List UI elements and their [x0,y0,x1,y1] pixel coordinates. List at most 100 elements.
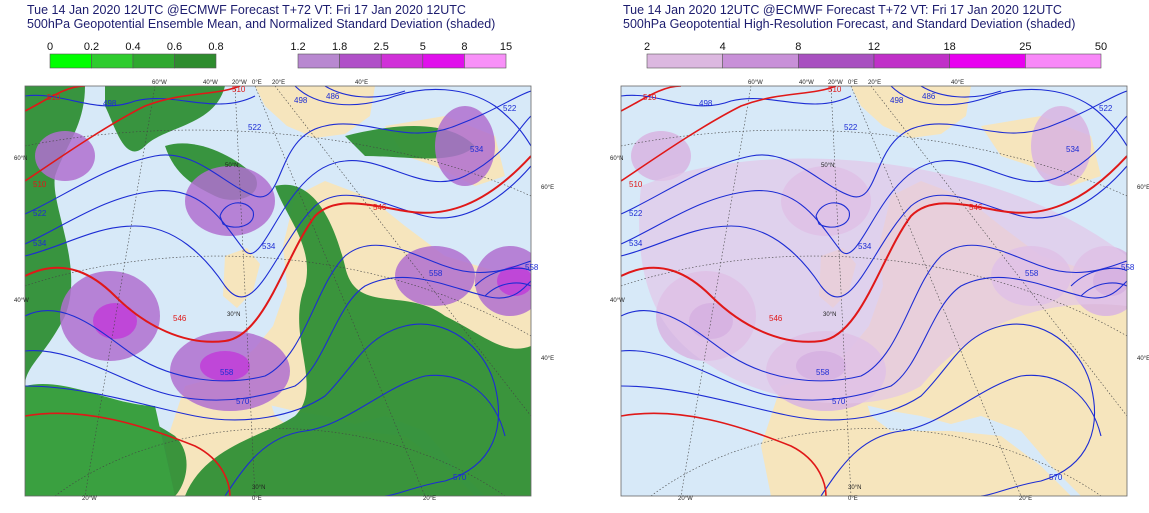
grid-label: 0°E [848,80,858,86]
contour-label: 522 [1099,104,1113,113]
contour-label: 498 [890,96,904,105]
grid-label: 20°W [828,80,843,86]
map-frame [620,85,1128,497]
contour-label: 522 [844,123,858,132]
contour-label: 570 [832,397,846,406]
legend-label: 25 [1019,41,1031,53]
grid-label: 40°E [951,80,964,86]
legend-label: 8 [461,41,467,53]
panel-title: Tue 14 Jan 2020 12UTC @ECMWF Forecast T+… [27,3,466,17]
grid-label: 60°N [610,156,623,162]
contour-label: 570 [1049,473,1063,482]
legend-label: 0 [47,41,53,53]
grid-label: 30°N [848,485,861,491]
grid-label: 20°E [272,80,285,86]
contour-label: 534 [629,239,643,248]
grid-label: 50°N [821,163,834,169]
grid-label: 40°W [799,80,814,86]
grid-label: 30°N [252,485,265,491]
grid-label: 60°E [541,185,554,191]
legend-swatch [174,53,217,69]
legend-label: 12 [868,41,880,53]
contour-label: 510 [47,93,61,102]
grid-label: 0°E [252,80,262,86]
legend-swatch [91,53,134,69]
grid-label: 60°N [14,156,27,162]
contour-label: 558 [1025,269,1039,278]
legend-swatch [722,53,799,69]
contour-label: 534 [33,239,47,248]
legend-label: 0.2 [84,41,99,53]
grid-label: 40°E [541,356,554,362]
low-spread-area [185,184,531,496]
spread-area [435,106,495,186]
contour-label: 522 [629,209,643,218]
legend-swatch [297,53,340,69]
contour-label: 498 [294,96,308,105]
legend-swatch [339,53,382,69]
contour-label: 498 [699,99,713,108]
contour-label: 510 [643,93,657,102]
grid-label: 20°E [423,496,436,502]
contour-label: 546 [769,314,783,323]
contour-label: 558 [220,368,234,377]
contour-label: 534 [470,145,484,154]
legend-label: 50 [1095,41,1107,53]
grid-label: 0°E [252,496,262,502]
contour-label: 546 [373,203,387,212]
spread-area [639,158,1127,404]
spread-area [185,166,275,236]
grid-label: 20°W [232,80,247,86]
contour-label: 558 [1121,263,1135,272]
contour-label: 558 [816,368,830,377]
legend-swatch [422,53,465,69]
spread-area [1031,106,1091,186]
legend-swatch [646,53,723,69]
grid-label: 60°W [748,80,763,86]
contour-label: 570 [453,473,467,482]
contour-label: 498 [103,99,117,108]
map [25,86,531,496]
contour-label: 522 [248,123,262,132]
legend-label: 2.5 [374,41,389,53]
grid-label: 20°E [868,80,881,86]
spread-area [35,131,95,181]
contour-label: 570 [236,397,250,406]
spread-core [200,351,250,381]
legend-label: 1.8 [332,41,347,53]
grid-label: 30°N [823,312,836,318]
legend-label: 5 [420,41,426,53]
legend-label: 2 [644,41,650,53]
legend-swatch [49,53,92,69]
spread-area [395,246,475,306]
contour-label: 546 [969,203,983,212]
grid-label: 40°E [1137,356,1149,362]
legend-label: 18 [944,41,956,53]
contour-label: 510 [828,85,842,94]
contour-label: 534 [1066,145,1080,154]
legend-label: 1.2 [290,41,305,53]
contour-label: 510 [33,180,47,189]
contour-label: 558 [429,269,443,278]
panel: Tue 14 Jan 2020 12UTC @ECMWF Forecast T+… [610,3,1149,502]
legend-swatch [380,53,424,69]
grid-label: 30°N [227,312,240,318]
legend-label: 0.6 [167,41,182,53]
grid-label: 20°W [82,496,97,502]
panel-title: 500hPa Geopotential High-Resolution Fore… [623,17,1075,31]
grid-label: 40°W [14,298,29,304]
panel-title: 500hPa Geopotential Ensemble Mean, and N… [27,17,495,31]
spread-area [631,131,691,181]
contour-label: 486 [326,92,340,101]
legend-label: 4 [720,41,726,53]
grid-label: 60°W [152,80,167,86]
legend-swatch [1025,53,1102,69]
contour-label: 534 [858,242,872,251]
contour-label: 510 [629,180,643,189]
spread-core [497,266,531,296]
low-spread-area [25,383,175,496]
contour-label: 486 [922,92,936,101]
grid-label: 0°E [848,496,858,502]
grid-label: 20°W [678,496,693,502]
legend-label: 8 [795,41,801,53]
